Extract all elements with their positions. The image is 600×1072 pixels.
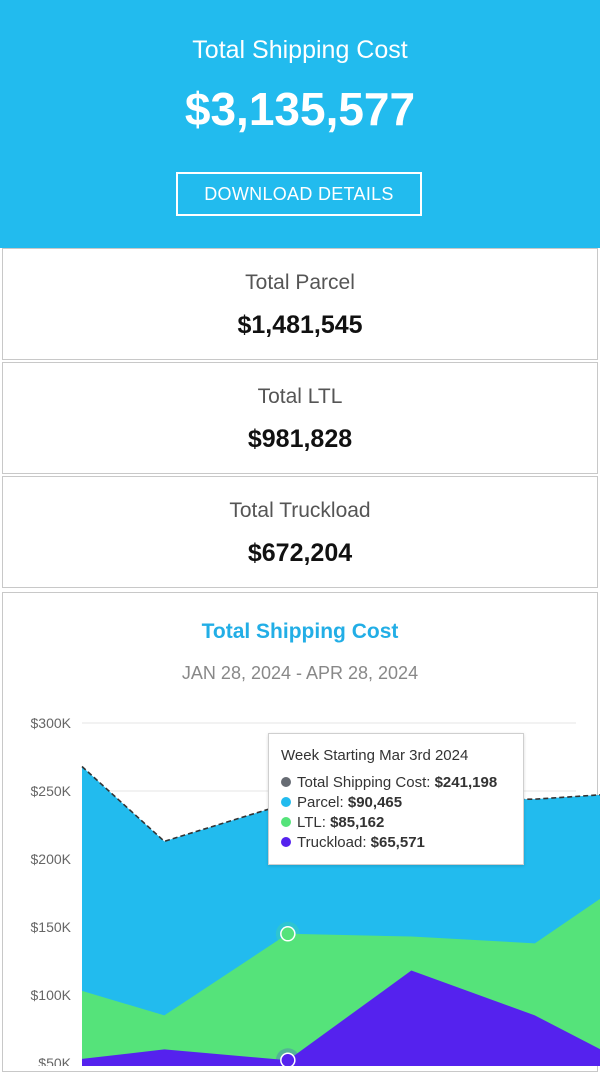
ltl-marker — [280, 926, 296, 942]
summary-label: Total Parcel — [245, 271, 355, 294]
summary-card-parcel: Total Parcel $1,481,545 — [2, 248, 598, 360]
tooltip-series-name: Truckload — [297, 834, 363, 851]
y-tick-label: $50K — [38, 1055, 71, 1066]
chart-title: Total Shipping Cost — [201, 620, 399, 643]
tooltip-series-value: $85,162 — [330, 814, 385, 831]
tooltip-series-value: $241,198 — [434, 774, 498, 791]
y-tick-label: $250K — [31, 783, 72, 799]
y-tick-label: $300K — [31, 715, 72, 731]
legend-dot-icon — [281, 817, 291, 827]
tooltip-series-name: Total Shipping Cost — [297, 774, 427, 791]
summary-value: $1,481,545 — [237, 311, 363, 339]
legend-dot-icon — [281, 797, 291, 807]
area-truckload — [82, 970, 600, 1066]
total-shipping-amount: $3,135,577 — [184, 83, 416, 135]
chart-tooltip: Week Starting Mar 3rd 2024 Total Shippin… — [268, 733, 524, 865]
y-tick-label: $100K — [31, 987, 72, 1003]
chart-date-range: JAN 28, 2024 - APR 28, 2024 — [181, 663, 419, 683]
tooltip-series-name: LTL — [297, 814, 322, 831]
tooltip-series-name: Parcel — [297, 794, 340, 811]
legend-dot-icon — [281, 837, 291, 847]
tooltip-row-parcel: Parcel: $90,465 — [281, 794, 402, 811]
summary-value: $981,828 — [247, 425, 353, 453]
truckload-marker — [280, 1052, 296, 1066]
legend-dot-icon — [281, 777, 291, 787]
tooltip-heading: Week Starting Mar 3rd 2024 — [281, 747, 469, 764]
tooltip-row-total: Total Shipping Cost: $241,198 — [281, 774, 497, 791]
header-banner: Total Shipping Cost $3,135,577 DOWNLOAD … — [0, 0, 600, 248]
tooltip-row-truckload: Truckload: $65,571 — [281, 834, 425, 851]
summary-card-truckload: Total Truckload $672,204 — [2, 476, 598, 588]
tooltip-series-value: $90,465 — [347, 794, 403, 811]
summary-value: $672,204 — [247, 539, 353, 567]
header-title: Total Shipping Cost — [192, 36, 408, 64]
y-tick-label: $150K — [31, 919, 72, 935]
tooltip-row-ltl: LTL: $85,162 — [281, 814, 384, 831]
summary-label: Total Truckload — [229, 499, 371, 522]
summary-card-ltl: Total LTL $981,828 — [2, 362, 598, 474]
y-tick-label: $200K — [31, 851, 72, 867]
summary-label: Total LTL — [257, 385, 343, 408]
tooltip-series-value: $65,571 — [370, 834, 425, 851]
download-details-button[interactable]: DOWNLOAD DETAILS — [176, 172, 422, 216]
